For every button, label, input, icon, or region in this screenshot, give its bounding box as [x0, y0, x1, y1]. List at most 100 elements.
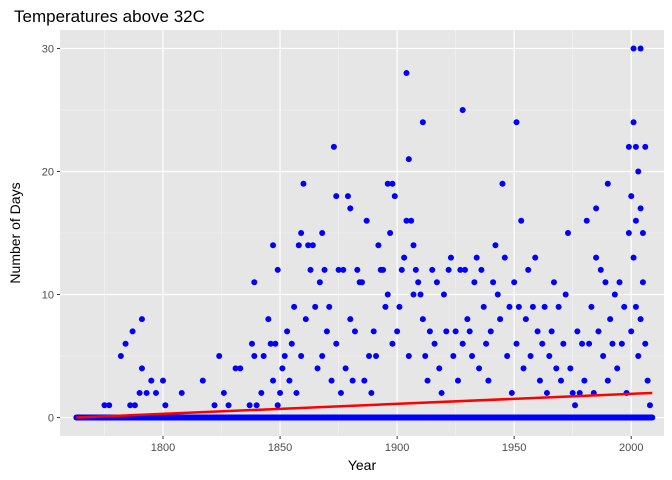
- data-point: [515, 303, 522, 310]
- data-point: [291, 303, 298, 310]
- data-point: [368, 389, 375, 396]
- data-point: [160, 377, 167, 384]
- x-tick-label: 1800: [151, 442, 175, 454]
- data-point: [630, 254, 637, 261]
- data-point: [511, 279, 518, 286]
- data-point: [597, 266, 604, 273]
- data-point: [253, 402, 260, 409]
- data-point: [595, 328, 602, 335]
- data-point: [330, 143, 337, 150]
- data-point: [359, 279, 365, 286]
- data-point: [614, 365, 621, 372]
- data-point: [288, 340, 295, 347]
- data-point: [440, 291, 447, 298]
- data-point: [522, 316, 529, 323]
- data-point: [284, 328, 291, 335]
- data-point: [525, 266, 532, 273]
- data-point: [347, 316, 354, 323]
- data-point: [635, 168, 642, 175]
- data-point: [473, 254, 480, 261]
- data-point: [405, 156, 412, 163]
- data-point: [323, 328, 330, 335]
- data-point: [220, 389, 227, 396]
- data-point: [499, 180, 506, 187]
- data-point: [328, 377, 335, 384]
- data-point: [281, 353, 288, 360]
- data-point: [319, 230, 326, 236]
- data-point: [433, 279, 440, 286]
- data-point: [258, 389, 265, 396]
- x-tick-label: 1900: [385, 442, 409, 454]
- data-point: [300, 180, 307, 187]
- data-point: [436, 365, 443, 372]
- chart-title: Temperatures above 32C: [14, 7, 205, 26]
- data-point: [410, 291, 417, 298]
- data-point: [333, 193, 340, 200]
- data-point: [459, 106, 466, 113]
- data-point: [387, 230, 394, 236]
- data-point: [593, 254, 600, 261]
- data-point: [237, 365, 244, 372]
- data-point: [553, 365, 560, 372]
- data-point: [565, 230, 572, 236]
- data-point: [593, 205, 600, 212]
- data-point: [625, 230, 632, 236]
- data-point: [295, 242, 302, 249]
- data-point: [478, 266, 485, 273]
- data-point: [504, 353, 511, 360]
- data-point: [604, 377, 611, 384]
- data-point: [384, 291, 391, 298]
- data-point: [316, 279, 323, 286]
- data-point: [225, 402, 232, 409]
- data-point: [117, 353, 124, 360]
- data-point: [572, 402, 579, 409]
- data-point: [480, 303, 487, 310]
- data-point: [344, 193, 351, 200]
- data-point: [532, 254, 539, 261]
- axis-ticks: 1800 1850 1900 1950 2000 0 10 20 30: [42, 43, 644, 454]
- data-point: [637, 316, 644, 323]
- data-point: [270, 242, 277, 249]
- data-point: [424, 377, 431, 384]
- data-point: [354, 266, 361, 273]
- data-point: [534, 328, 541, 335]
- data-point: [246, 402, 253, 409]
- data-point: [447, 254, 454, 261]
- data-point: [438, 389, 445, 396]
- data-point: [267, 340, 274, 347]
- data-point: [401, 254, 408, 261]
- data-point: [466, 328, 473, 335]
- data-point: [611, 291, 618, 298]
- data-point: [415, 279, 422, 286]
- x-tick-label: 1950: [502, 442, 526, 454]
- data-point: [588, 303, 595, 310]
- data-point: [546, 353, 553, 360]
- data-point: [632, 217, 639, 224]
- trend-line: [76, 391, 653, 419]
- data-point: [557, 377, 564, 384]
- data-point: [361, 377, 368, 384]
- data-point: [138, 316, 145, 323]
- data-point: [469, 353, 476, 360]
- data-point: [337, 389, 344, 396]
- data-point: [298, 353, 305, 360]
- data-point: [138, 365, 145, 372]
- data-point: [265, 316, 272, 323]
- data-point: [644, 377, 651, 384]
- data-point: [639, 279, 646, 286]
- data-point: [272, 340, 279, 347]
- data-point: [471, 279, 478, 286]
- data-point: [422, 353, 429, 360]
- data-point: [342, 365, 349, 372]
- data-point: [347, 205, 354, 212]
- data-point: [632, 143, 639, 150]
- data-point: [637, 45, 644, 52]
- data-point: [560, 340, 567, 347]
- data-point: [199, 377, 206, 384]
- data-point: [518, 217, 525, 224]
- data-point: [419, 316, 426, 323]
- data-point: [351, 328, 358, 335]
- data-point: [541, 303, 548, 310]
- data-point: [632, 303, 639, 310]
- data-point: [232, 365, 239, 372]
